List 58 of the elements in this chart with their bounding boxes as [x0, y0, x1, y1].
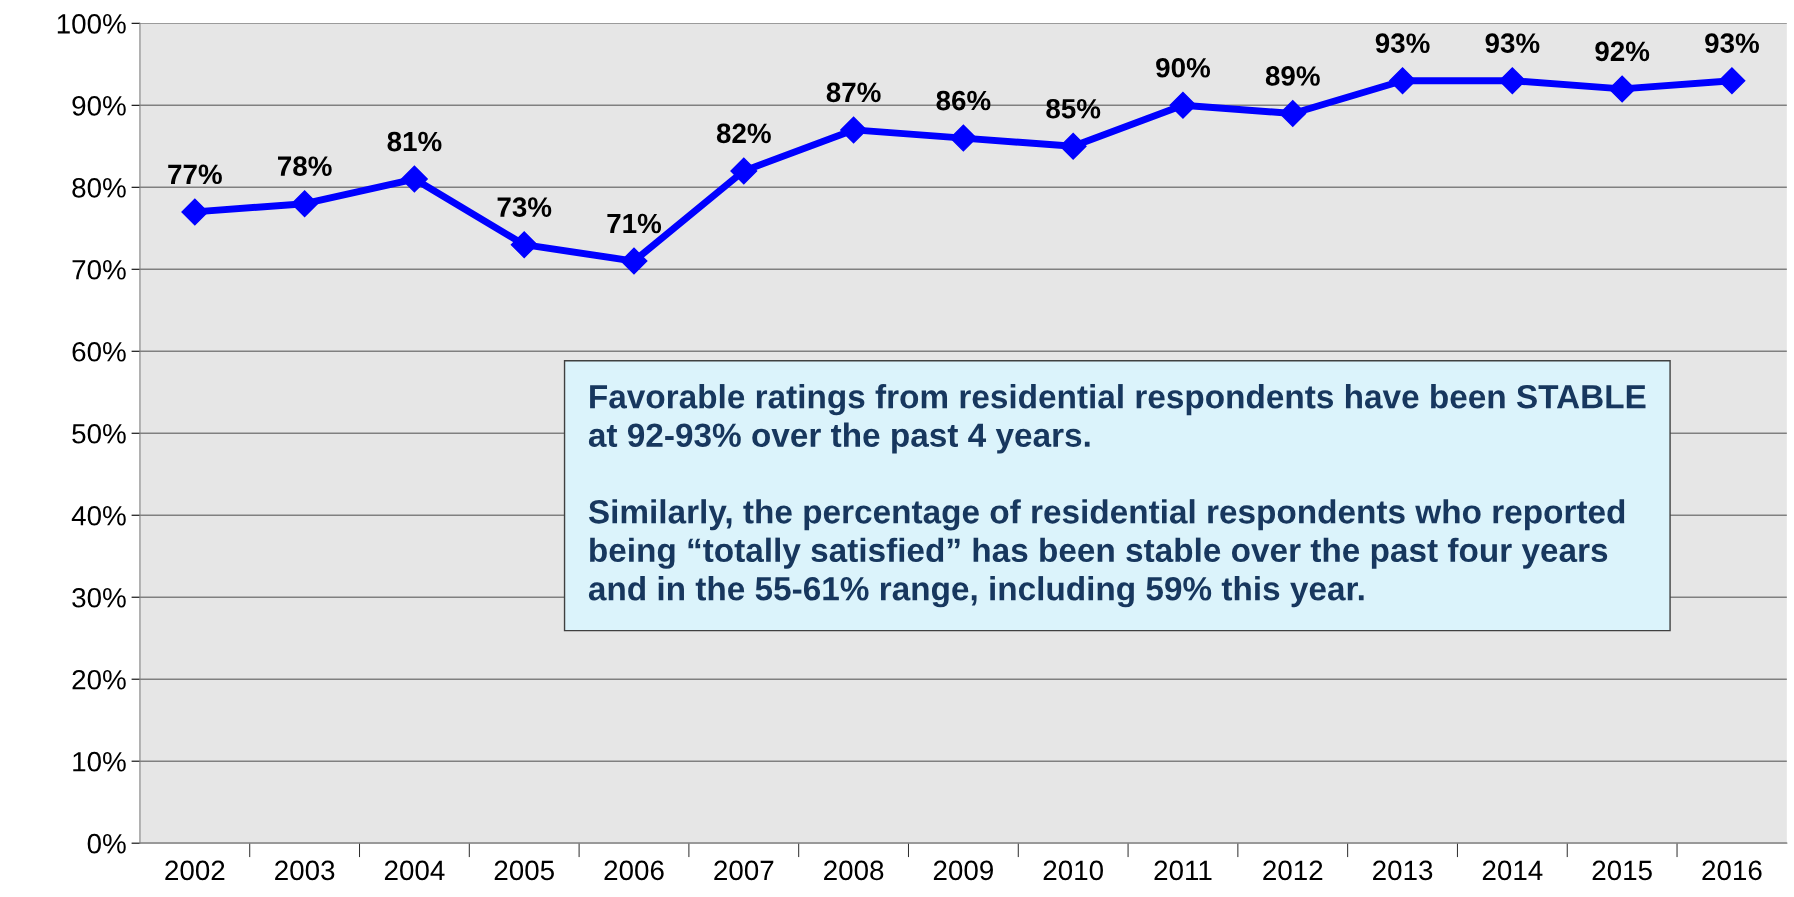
data-label: 93% — [1375, 33, 1430, 54]
point — [181, 198, 209, 226]
x-tick-label: 2006 — [604, 860, 664, 881]
x-tick-label: 2013 — [1373, 860, 1433, 881]
data-label: 77% — [168, 164, 222, 185]
point — [620, 247, 648, 275]
x-tick-label: 2009 — [933, 860, 993, 881]
y-tick-label: 50% — [72, 423, 126, 444]
annotation: Favorable ratings from residential respondents have been STABLE at 92-93% over the past 4 years. — [588, 384, 1646, 454]
x-tick-label: 2010 — [1043, 860, 1103, 881]
x-tick-label: 2004 — [384, 860, 445, 881]
data-label: 73% — [497, 197, 552, 218]
x-tick-label: 2014 — [1482, 860, 1543, 881]
y-tick-label: 20% — [72, 669, 126, 690]
point — [1718, 67, 1746, 95]
data-label: 82% — [716, 123, 771, 144]
x-tick-label: 2016 — [1702, 860, 1762, 881]
y-tick-label: 0% — [87, 833, 126, 854]
y-tick-label: 70% — [72, 259, 126, 280]
x-tick-label: 2002 — [165, 860, 225, 881]
data-label: 93% — [1705, 33, 1759, 54]
point — [510, 231, 538, 259]
y-tick-label: 100% — [57, 13, 126, 34]
y-tick-label: 90% — [72, 95, 126, 116]
y-tick-label: 30% — [72, 587, 126, 608]
data-label: 81% — [387, 131, 442, 152]
point — [1279, 100, 1307, 127]
point — [730, 157, 758, 185]
point — [1059, 132, 1087, 160]
y-tick-label: 80% — [72, 177, 126, 198]
point — [1389, 67, 1417, 95]
data-label: 86% — [936, 90, 991, 111]
x-tick-label: 2007 — [714, 860, 774, 881]
x-tick-label: 2003 — [275, 860, 335, 881]
annotation: Similarly, the percentage of residential respondents who reported being “totally satisfied” has been stable over the past four years and in the 55-61% range, including 59% this year. — [588, 499, 1625, 608]
data-label: 89% — [1265, 66, 1320, 86]
y-tick-label: 60% — [72, 341, 126, 362]
point — [1498, 67, 1526, 95]
point — [400, 165, 428, 193]
x-tick-label: 2008 — [824, 860, 884, 881]
x-tick-label: 2011 — [1154, 860, 1212, 881]
data-label: 71% — [607, 213, 662, 234]
data-label: 92% — [1595, 41, 1650, 62]
point — [1608, 75, 1636, 103]
point — [949, 124, 977, 152]
data-label: 85% — [1046, 98, 1101, 119]
data-label: 87% — [826, 82, 881, 103]
x-tick-label: 2012 — [1263, 860, 1323, 881]
y-tick-label: 40% — [71, 505, 126, 526]
data-label: 78% — [278, 156, 332, 176]
point — [840, 116, 868, 144]
y-tick-label: 10% — [73, 751, 126, 772]
point — [1169, 91, 1197, 119]
data-label: 93% — [1485, 33, 1540, 54]
data-label: 90% — [1156, 57, 1211, 78]
point — [291, 190, 319, 218]
x-tick-label: 2015 — [1592, 860, 1652, 881]
x-tick-label: 2005 — [494, 860, 554, 881]
